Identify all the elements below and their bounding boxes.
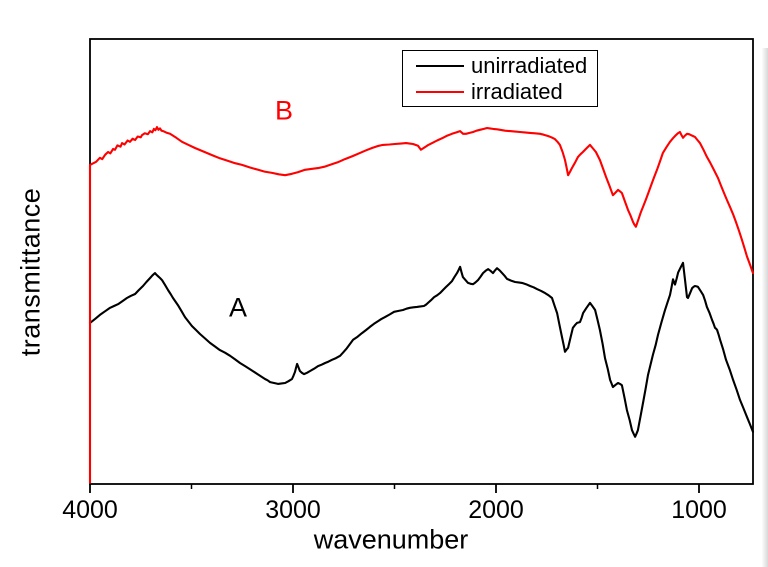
- x-tick-label-2000: 2000: [468, 496, 524, 524]
- y-axis-title: transmittance: [15, 187, 46, 357]
- legend-item-irradiated: irradiated: [403, 79, 597, 105]
- legend-box: unirradiated irradiated: [402, 50, 598, 107]
- x-tick-label-3000: 3000: [265, 496, 321, 524]
- legend-line-sample-unirradiated: [416, 64, 464, 67]
- legend-item-unirradiated: unirradiated: [403, 53, 597, 79]
- page-edge-shadow: [762, 48, 768, 567]
- curve-label-b: B: [274, 95, 294, 126]
- series-curve-unirradiated: [88, 261, 755, 438]
- legend-label-irradiated: irradiated: [471, 78, 563, 104]
- legend-line-sample-irradiated: [416, 90, 464, 93]
- x-tick-label-4000: 4000: [62, 496, 118, 524]
- legend-label-unirradiated: unirradiated: [471, 52, 588, 78]
- x-axis-title: wavenumber: [313, 524, 469, 555]
- x-tick-label-1000: 1000: [671, 496, 727, 524]
- series-curve-irradiated: [88, 126, 755, 484]
- curve-label-a: A: [228, 292, 248, 323]
